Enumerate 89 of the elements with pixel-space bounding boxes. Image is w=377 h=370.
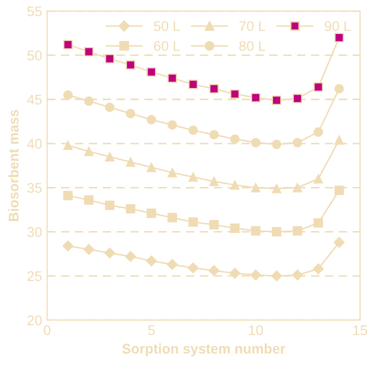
point [334,135,344,145]
point [209,84,219,94]
point [334,186,344,196]
point [188,80,198,90]
point [230,180,240,190]
point [292,138,302,148]
point [272,140,282,150]
point [125,251,136,262]
point [62,240,74,252]
legend-label: 80 L [239,41,266,51]
point [314,174,324,184]
point [334,84,344,94]
point [229,268,240,279]
point [208,265,220,276]
y-tick-label: 40 [27,138,42,149]
point [188,262,199,274]
point [166,258,178,270]
point [209,220,219,230]
point [126,157,136,167]
point [146,67,156,77]
point [104,152,114,162]
y-tick-label: 25 [28,271,42,282]
legend-label: 50 L [154,21,180,32]
point [230,89,240,99]
point [314,127,324,137]
point [84,195,94,205]
x-tick-label: 5 [148,325,155,336]
y-tick-label: 50 [27,50,42,60]
y-axis-title: Biosorbent mass [8,110,19,221]
point [168,168,178,178]
point [251,182,260,192]
point [251,226,260,236]
point [63,190,73,200]
point [314,218,324,228]
y-tick-label: 55 [27,6,42,16]
point [292,226,302,236]
point [104,200,114,210]
y-tick-label: 20 [28,315,42,326]
point [292,270,303,280]
x-axis-title: Sorption system number [122,343,286,356]
point [146,255,157,266]
point [168,73,178,83]
point [314,82,324,92]
point [188,217,198,227]
point [271,270,282,282]
point [272,184,282,194]
point [104,248,116,258]
point [230,224,240,233]
point [168,212,178,222]
point [146,162,156,172]
point [188,172,198,182]
point [272,227,282,236]
point [292,94,302,104]
point [104,102,114,112]
point [63,90,73,100]
point [230,134,240,144]
point [334,236,345,248]
point [272,96,282,105]
x-tick-label: 15 [353,325,368,336]
point [84,46,94,56]
point [63,140,73,150]
y-tick-label: 45 [27,94,42,105]
y-tick-label: 35 [27,182,42,193]
point [84,96,94,106]
y-tick-label: 30 [27,227,42,237]
point [209,130,219,140]
point [84,146,94,156]
point [83,244,94,255]
point [63,40,73,50]
x-tick-label: 10 [249,325,263,336]
point [126,60,136,70]
point [251,138,260,148]
point [312,263,324,274]
x-tick-label: 0 [44,325,50,336]
point [334,32,344,42]
point [209,176,219,186]
legend-label: 90 L [324,21,351,32]
point [292,182,302,192]
point [126,108,136,118]
point [146,114,156,124]
point [126,204,136,214]
point [168,120,178,130]
point [188,126,198,135]
point [251,92,260,102]
legend-label: 60 L [154,41,180,51]
point [146,208,156,218]
point [250,270,262,280]
legend-label: 70 L [239,21,266,32]
point [104,54,114,64]
